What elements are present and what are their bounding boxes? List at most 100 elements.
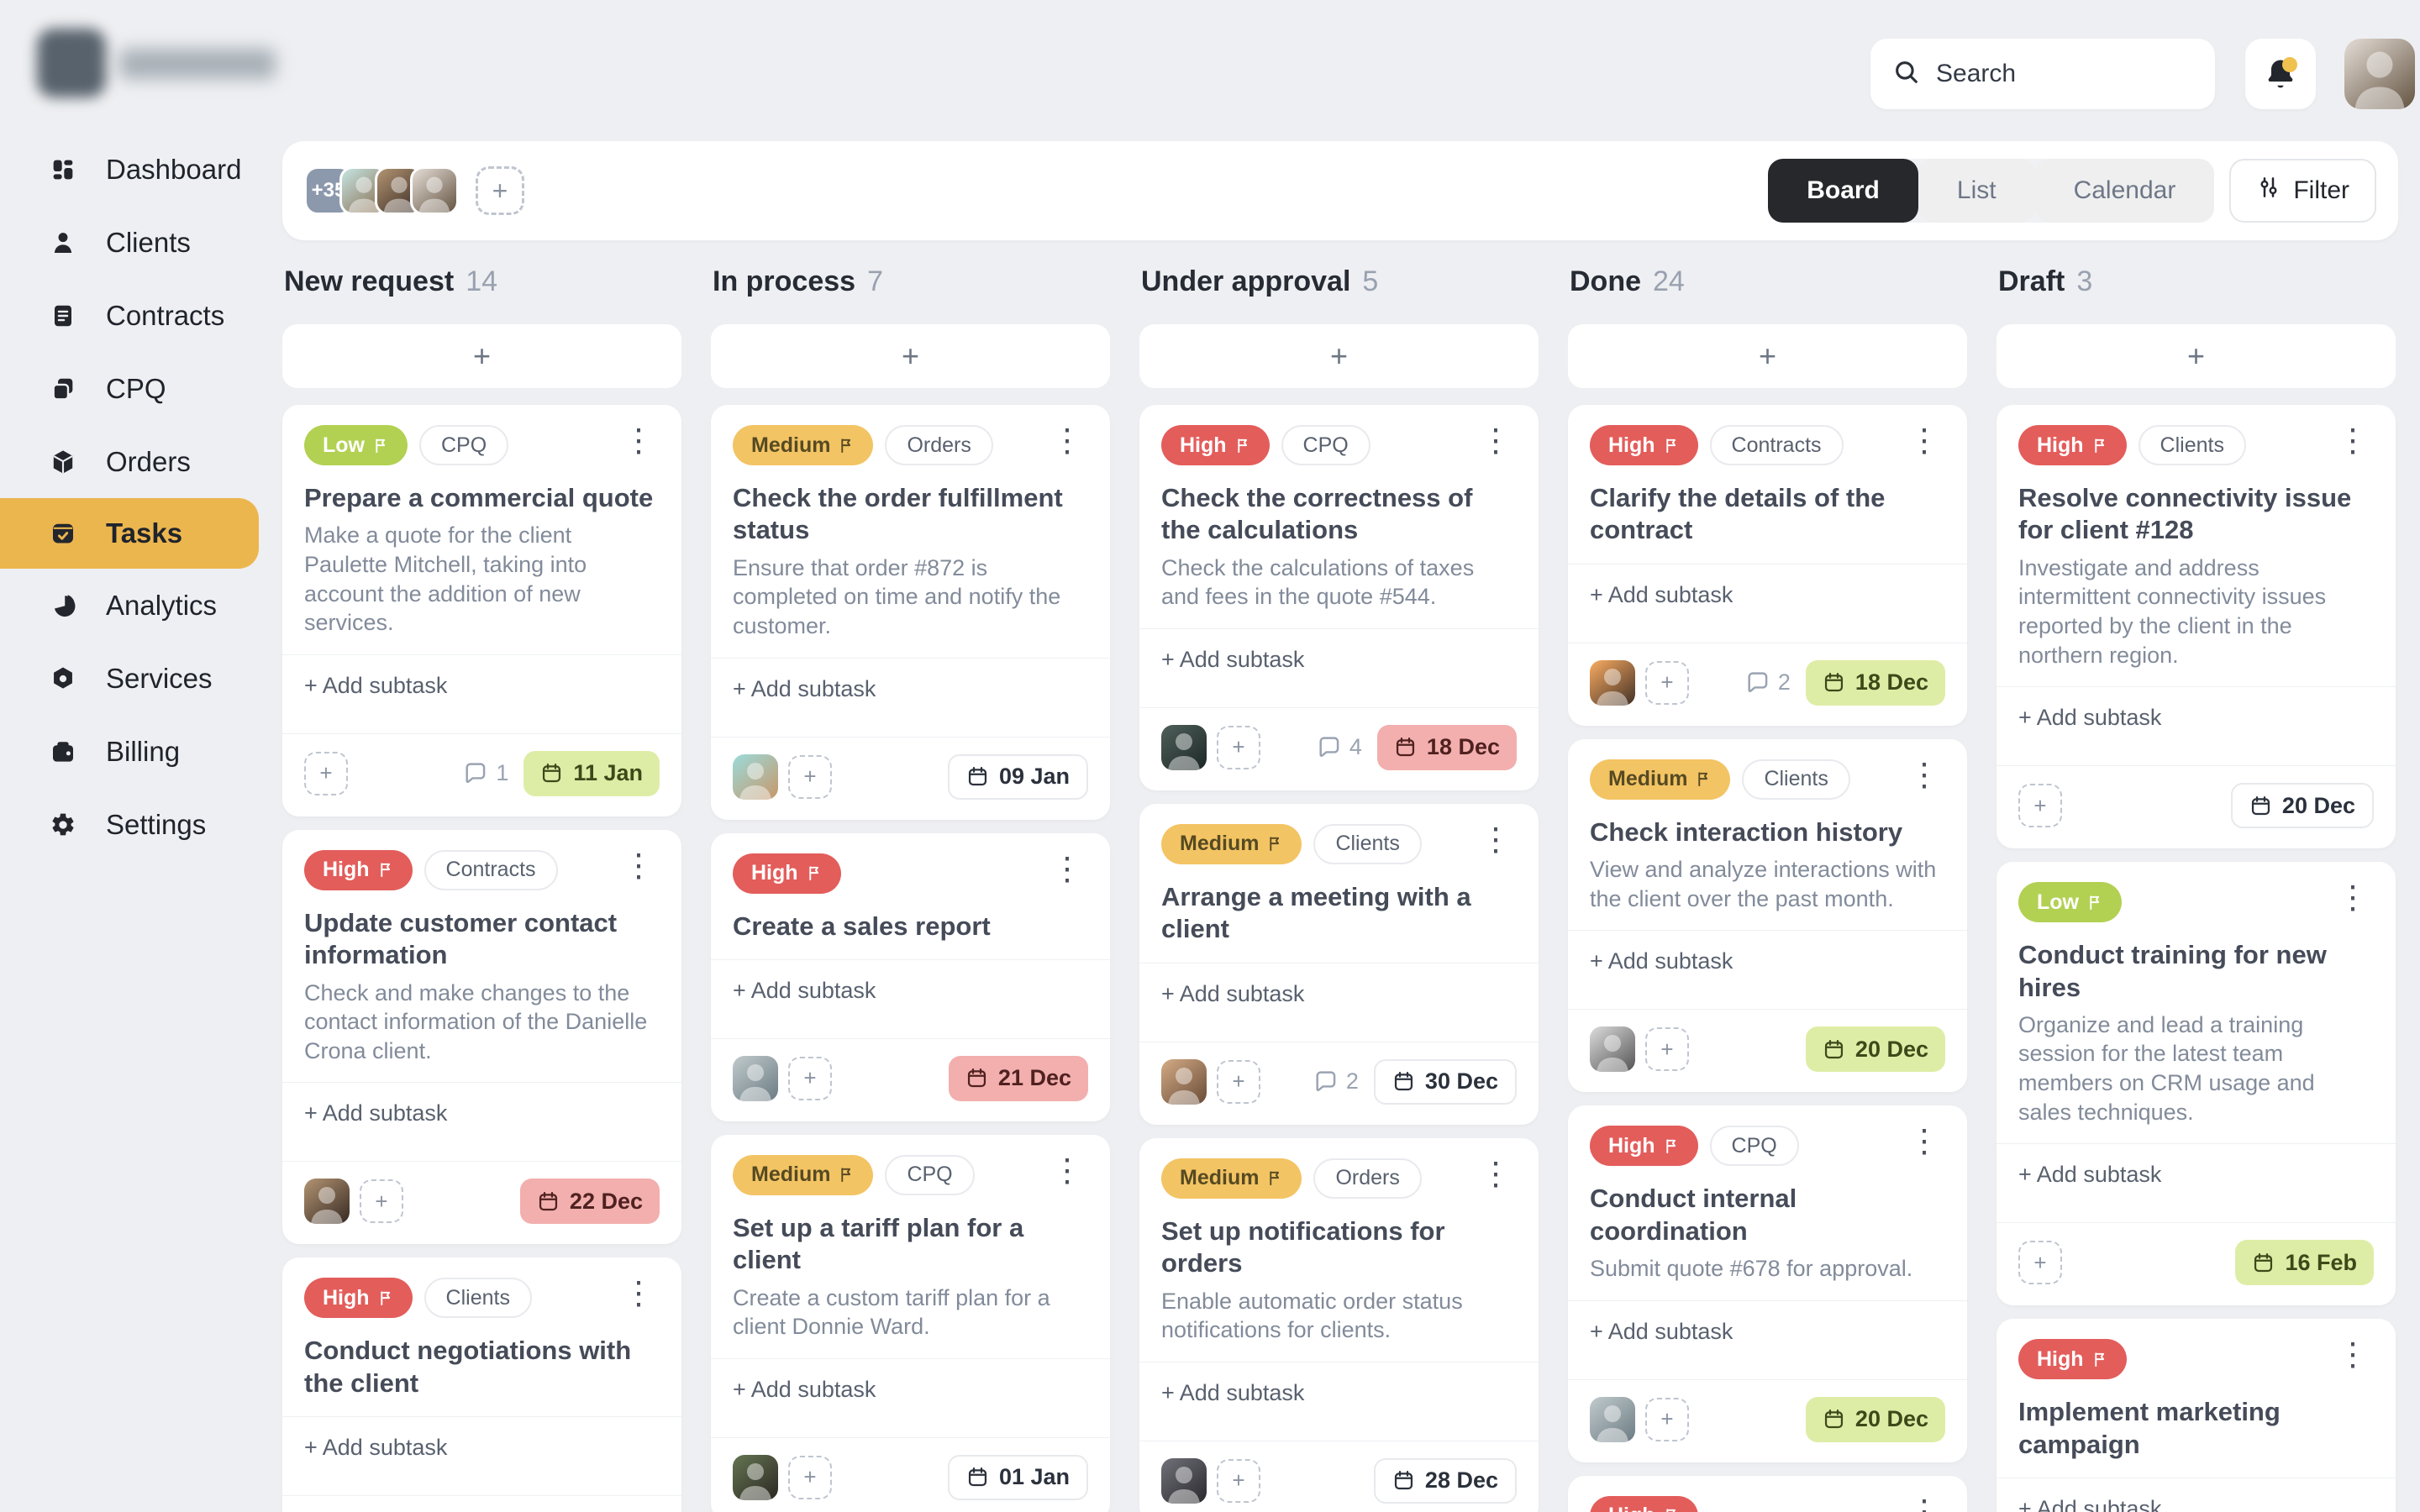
tab-list[interactable]: List [1918,159,2035,223]
assignee-avatar[interactable] [1161,724,1207,770]
add-card-button[interactable]: + [282,324,681,388]
filter-button[interactable]: Filter [2229,159,2376,223]
card-menu-button[interactable]: ⋮ [1908,757,1940,793]
task-card[interactable]: High⋮Prepare monthly sales reportCollect… [1568,1475,1967,1512]
sidebar-item-contracts[interactable]: Contracts [0,279,277,352]
assignee-avatar[interactable] [1161,1457,1207,1504]
assign-user-button[interactable]: + [788,754,832,799]
assign-user-button[interactable]: + [1217,1458,1260,1503]
sidebar-item-analytics[interactable]: Analytics [0,569,277,642]
add-subtask-button[interactable]: + Add subtask [1161,1379,1305,1405]
assign-user-button[interactable]: + [1217,725,1260,769]
sidebar-item-cpq[interactable]: CPQ [0,352,277,425]
tab-calendar[interactable]: Calendar [2034,159,2215,223]
assignee-avatar[interactable] [733,1055,778,1101]
task-card[interactable]: High Contracts ⋮ Update customer contact in… [282,829,681,1245]
card-menu-button[interactable]: ⋮ [1908,1124,1940,1160]
toolbar-right: Board List Calendar Filter [1768,159,2376,223]
add-card-button[interactable]: + [1568,324,1967,388]
task-card[interactable]: Medium Clients ⋮ Arrange a meeting with a c… [1139,803,1539,1125]
add-subtask-button[interactable]: + Add subtask [1590,948,1733,974]
card-menu-button[interactable]: ⋮ [623,423,655,459]
comments-indicator[interactable]: 2 [1313,1068,1359,1095]
assignee-avatar[interactable] [1161,1058,1207,1105]
assign-user-button[interactable]: + [1645,660,1689,705]
sidebar-item-settings[interactable]: Settings [0,788,277,861]
assign-user-button[interactable]: + [1217,1059,1260,1104]
task-card[interactable]: High Clients ⋮ Resolve connectivity issue f… [1996,405,2396,849]
sidebar-item-label: Settings [106,808,207,840]
assignee-avatar[interactable] [410,166,459,215]
card-menu-button[interactable]: ⋮ [1051,1152,1083,1189]
card-menu-button[interactable]: ⋮ [1051,851,1083,887]
sidebar-item-orders[interactable]: Orders [0,425,277,498]
card-menu-button[interactable]: ⋮ [623,848,655,884]
card-menu-button[interactable]: ⋮ [2337,1337,2369,1373]
assignee-avatar[interactable] [1590,659,1635,706]
task-card[interactable]: Low ⋮ Conduct training for new hires Organi… [1996,862,2396,1306]
add-card-button[interactable]: + [711,324,1110,388]
sidebar-item-tasks[interactable]: Tasks [0,498,259,569]
sidebar-item-services[interactable]: Services [0,642,277,715]
assign-user-button[interactable]: + [1645,1397,1689,1441]
add-subtask-button[interactable]: + Add subtask [1161,646,1305,672]
assignee-avatar[interactable] [1590,1396,1635,1442]
task-card[interactable]: High ⋮ Implement marketing campaign + Add s… [1996,1319,2396,1512]
card-menu-button[interactable]: ⋮ [2337,423,2369,459]
comments-indicator[interactable]: 4 [1316,734,1362,760]
assign-user-button[interactable]: + [788,1056,832,1100]
comments-indicator[interactable]: 2 [1744,669,1791,696]
card-menu-button[interactable]: ⋮ [1480,822,1512,858]
add-member-button[interactable]: + [476,166,524,215]
task-card[interactable]: Medium Clients ⋮ Check interaction history V… [1568,738,1967,1093]
add-card-button[interactable]: + [1139,324,1539,388]
notifications-button[interactable] [2245,39,2316,109]
add-subtask-button[interactable]: + Add subtask [2018,705,2162,731]
card-menu-button[interactable]: ⋮ [1908,423,1940,459]
comments-indicator[interactable]: 1 [462,760,508,786]
add-subtask-button[interactable]: + Add subtask [304,1435,448,1461]
assign-user-button[interactable]: + [788,1455,832,1499]
assign-user-button[interactable]: + [2018,1241,2062,1285]
card-menu-button[interactable]: ⋮ [2337,880,2369,916]
add-subtask-button[interactable]: + Add subtask [1590,1318,1733,1344]
add-subtask-button[interactable]: + Add subtask [733,1376,876,1402]
assignee-avatar[interactable] [733,1454,778,1500]
add-subtask-button[interactable]: + Add subtask [2018,1496,2162,1512]
task-card[interactable]: Low CPQ ⋮ Prepare a commercial quote Make a … [282,405,681,816]
sidebar-item-dashboard[interactable]: Dashboard [0,133,277,206]
add-subtask-button[interactable]: + Add subtask [733,675,876,701]
search-input[interactable] [1934,59,2262,89]
assign-user-button[interactable]: + [304,751,348,795]
card-menu-button[interactable]: ⋮ [1480,1156,1512,1192]
task-card[interactable]: High Clients ⋮ Conduct negotiations with th… [282,1257,681,1512]
task-card[interactable]: Medium Orders ⋮ Check the order fulfillment… [711,405,1110,820]
task-card[interactable]: Medium CPQ ⋮ Set up a tariff plan for a cli… [711,1134,1110,1512]
card-menu-button[interactable]: ⋮ [1051,423,1083,459]
add-subtask-button[interactable]: + Add subtask [733,977,876,1003]
card-menu-button[interactable]: ⋮ [1480,423,1512,459]
tab-board[interactable]: Board [1768,159,1918,223]
card-menu-button[interactable]: ⋮ [1908,1494,1940,1512]
add-subtask-button[interactable]: + Add subtask [1590,581,1733,607]
add-subtask-button[interactable]: + Add subtask [1161,980,1305,1006]
assign-user-button[interactable]: + [1645,1027,1689,1072]
add-subtask-button[interactable]: + Add subtask [2018,1162,2162,1188]
user-avatar[interactable] [2344,39,2415,109]
assignee-avatar[interactable] [304,1179,350,1225]
add-subtask-button[interactable]: + Add subtask [304,672,448,698]
assign-user-button[interactable]: + [360,1179,403,1224]
assign-user-button[interactable]: + [2018,784,2062,828]
card-menu-button[interactable]: ⋮ [623,1276,655,1312]
assignee-avatar[interactable] [1590,1026,1635,1073]
task-card[interactable]: High CPQ ⋮ Conduct internal coordination Sub… [1568,1105,1967,1462]
task-card[interactable]: High CPQ ⋮ Check the correctness of the cal… [1139,405,1539,790]
assignee-avatar[interactable] [733,753,778,800]
sidebar-item-billing[interactable]: Billing [0,715,277,788]
add-subtask-button[interactable]: + Add subtask [304,1100,448,1126]
add-card-button[interactable]: + [1996,324,2396,388]
sidebar-item-clients[interactable]: Clients [0,206,277,279]
task-card[interactable]: Medium Orders ⋮ Set up notifications for or… [1139,1137,1539,1512]
task-card[interactable]: High Contracts ⋮ Clarify the details of the… [1568,405,1967,726]
task-card[interactable]: High ⋮ Create a sales report + Add subtask +… [711,832,1110,1121]
